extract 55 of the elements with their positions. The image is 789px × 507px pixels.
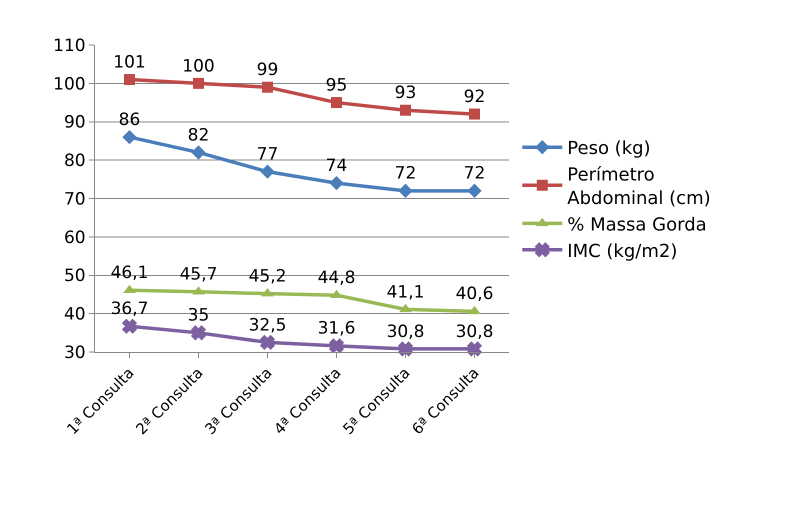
- point: [193, 78, 204, 89]
- data-label: 35: [188, 306, 210, 326]
- point: [400, 104, 411, 116]
- y-tick-label: 90: [64, 112, 86, 133]
- data-label: 93: [394, 83, 416, 104]
- data-label: 45,2: [248, 266, 286, 287]
- data-label: 101: [113, 52, 146, 72]
- data-label: 46,1: [110, 263, 148, 284]
- data-label: 30,8: [456, 322, 494, 342]
- data-label: 72: [394, 164, 416, 184]
- data-label: 40,6: [456, 284, 494, 304]
- point: [124, 74, 135, 86]
- point: [122, 319, 137, 334]
- data-label: 72: [464, 164, 486, 184]
- y-tick-label: 40: [64, 304, 86, 325]
- data-label: 41,1: [386, 282, 424, 302]
- y-tick-label: 60: [64, 228, 86, 248]
- point: [398, 184, 413, 198]
- data-label: 32,5: [248, 315, 286, 336]
- legend-label: IMC (kg/m2): [567, 240, 678, 262]
- y-tick-label: 100: [53, 74, 86, 94]
- data-label: 77: [256, 144, 278, 165]
- point: [191, 326, 206, 340]
- data-label: 92: [464, 86, 486, 107]
- point: [331, 97, 342, 108]
- data-label: 31,6: [318, 318, 356, 339]
- data-label: 44,8: [318, 268, 356, 288]
- y-tick-label: 30: [64, 342, 86, 363]
- data-label: 100: [182, 56, 215, 76]
- point: [469, 108, 480, 120]
- point: [329, 176, 344, 190]
- point: [262, 82, 273, 93]
- point: [122, 130, 137, 144]
- point: [191, 145, 206, 160]
- data-label: 95: [326, 75, 348, 96]
- point: [467, 342, 482, 356]
- data-label: 74: [326, 156, 348, 176]
- legend-label: Peso (kg): [567, 138, 651, 160]
- legend-label: Perímetro Abdominal (cm): [567, 164, 711, 210]
- y-tick-label: 80: [64, 151, 86, 172]
- data-label: 30,8: [386, 322, 424, 342]
- data-label: 99: [256, 60, 278, 80]
- data-label: 82: [188, 125, 210, 146]
- legend-label: % Massa Gorda: [567, 214, 707, 236]
- data-label: 36,7: [110, 299, 148, 320]
- point: [398, 342, 413, 356]
- point: [467, 184, 482, 198]
- point: [329, 338, 344, 354]
- point: [260, 335, 275, 350]
- y-tick-label: 50: [64, 266, 86, 286]
- y-tick-label: 110: [53, 36, 86, 56]
- point: [260, 164, 275, 179]
- y-tick-label: 70: [64, 189, 86, 210]
- data-label: 86: [118, 110, 140, 130]
- data-label: 45,7: [180, 264, 218, 285]
